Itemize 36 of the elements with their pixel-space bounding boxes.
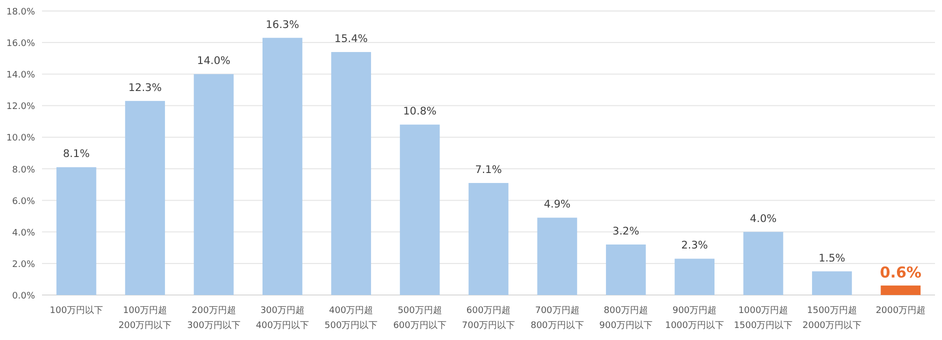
x-tick-label: 400万円超 500万円以下: [324, 305, 378, 331]
x-tick-label: 900万円超 1000万円以下: [665, 305, 724, 331]
x-tick-label: 300万円超 400万円以下: [256, 305, 310, 331]
y-tick-label: 12.0%: [6, 102, 36, 112]
data-label: 3.2%: [612, 226, 640, 238]
x-tick-label: 1500万円超 2000万円以下: [802, 305, 862, 331]
data-label: 12.3%: [128, 82, 162, 94]
x-tick-label: 200万円超 300万円以下: [187, 305, 240, 331]
data-label: 15.4%: [334, 33, 368, 46]
data-label: 0.6%: [880, 264, 922, 282]
x-tick-label: 100万円超 200万円以下: [118, 305, 172, 331]
x-tick-label: 100万円以下: [50, 305, 103, 316]
x-tick-label: 800万円超 900万円以下: [599, 305, 652, 331]
data-label: 2.3%: [681, 240, 708, 252]
data-label: 4.9%: [544, 198, 571, 211]
data-label: 14.0%: [197, 55, 230, 68]
x-tick-label: 600万円超 700万円以下: [462, 305, 516, 331]
data-label: 16.3%: [266, 18, 300, 31]
data-label: 7.1%: [475, 164, 502, 176]
data-label: 10.8%: [403, 106, 437, 118]
data-label: 8.1%: [63, 148, 90, 160]
y-tick-label: 16.0%: [6, 39, 36, 50]
x-tick-label: 500万円超 600万円以下: [393, 305, 446, 331]
x-tick-label: 1000万円超 1500万円以下: [734, 305, 793, 331]
y-tick-label: 4.0%: [12, 228, 36, 238]
x-tick-label: 700万円超 800万円以下: [530, 305, 584, 331]
x-tick-label: 2000万円超: [876, 305, 926, 316]
y-tick-label: 14.0%: [6, 70, 36, 81]
data-label: 1.5%: [818, 252, 846, 264]
y-tick-label: 8.0%: [12, 165, 36, 176]
y-tick-label: 10.0%: [6, 134, 36, 144]
data-label: 4.0%: [750, 212, 777, 225]
y-tick-label: 2.0%: [12, 260, 36, 270]
y-tick-label: 0.0%: [12, 292, 36, 302]
y-tick-label: 18.0%: [6, 8, 36, 18]
y-tick-label: 6.0%: [12, 196, 36, 207]
